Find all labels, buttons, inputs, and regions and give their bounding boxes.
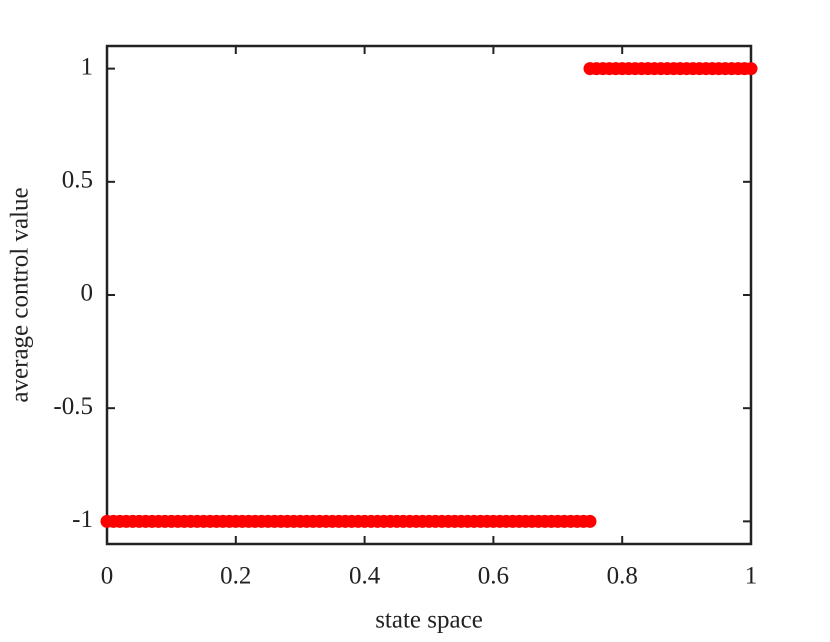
y-axis-label: average control value	[7, 187, 34, 402]
x-axis-label: state space	[375, 607, 483, 634]
point	[744, 62, 758, 76]
x-tick-label: 1	[745, 563, 758, 590]
y-tick-label: -0.5	[53, 393, 93, 420]
y-tick-label: 0.5	[62, 167, 93, 194]
x-tick-label: 0.2	[220, 563, 251, 590]
x-tick-label: 0.4	[349, 563, 381, 590]
plot-frame	[105, 44, 753, 546]
y-tick-label: -1	[72, 506, 93, 533]
x-tick-label: 0	[101, 563, 114, 590]
x-tick-label: 0.6	[478, 563, 509, 590]
y-tick-label: 1	[81, 53, 94, 80]
point	[583, 514, 597, 528]
y-tick-label: 0	[81, 280, 94, 307]
x-tick-label: 0.8	[607, 563, 638, 590]
